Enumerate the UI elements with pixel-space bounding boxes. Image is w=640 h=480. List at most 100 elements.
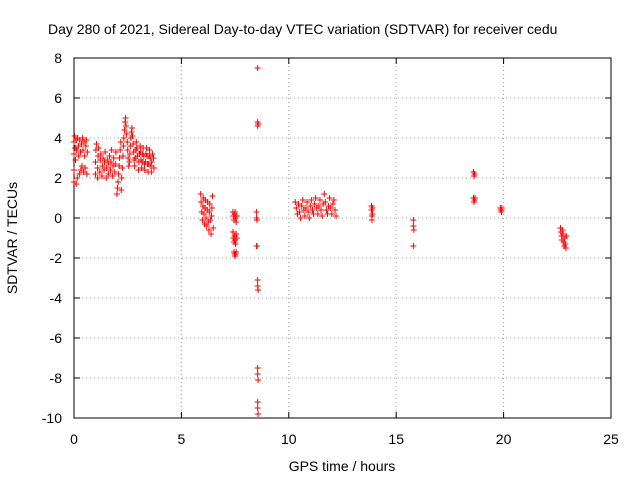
data-point: [328, 211, 335, 217]
y-tick-label: -2: [50, 250, 63, 266]
data-point: [92, 171, 99, 177]
data-point: [498, 205, 505, 211]
data-point: [121, 127, 128, 133]
data-point: [111, 169, 118, 175]
data-point: [301, 213, 308, 219]
y-tick-label: 8: [54, 50, 62, 66]
x-tick-label: 20: [496, 431, 512, 447]
data-point: [327, 205, 334, 211]
data-point: [209, 193, 216, 199]
x-tick-label: 25: [603, 431, 619, 447]
data-point: [206, 201, 213, 207]
data-point: [97, 151, 104, 157]
data-point: [254, 371, 261, 377]
data-point: [125, 163, 132, 169]
y-tick-label: 2: [54, 170, 62, 186]
data-point: [73, 181, 80, 187]
data-point: [112, 161, 119, 167]
data-point: [255, 287, 262, 293]
data-point: [206, 209, 213, 215]
data-point: [110, 155, 117, 161]
data-point: [255, 377, 262, 383]
data-point: [107, 167, 114, 173]
data-point: [81, 153, 88, 159]
data-point: [96, 169, 103, 175]
plot-frame: [73, 57, 612, 419]
data-point: [74, 175, 81, 181]
data-point: [105, 171, 112, 177]
data-point: [93, 141, 100, 147]
data-point: [117, 147, 124, 153]
grid: [74, 58, 611, 418]
data-point: [331, 207, 338, 213]
data-point: [200, 211, 207, 217]
data-point: [322, 199, 329, 205]
y-tick-label: 4: [54, 130, 62, 146]
x-axis-label: GPS time / hours: [289, 458, 396, 474]
data-point: [205, 227, 212, 233]
data-point: [308, 197, 315, 203]
data-point: [122, 123, 129, 129]
data-point: [254, 243, 261, 249]
data-point: [82, 143, 89, 149]
data-point: [104, 157, 111, 163]
data-point: [75, 153, 82, 159]
data-point: [305, 209, 312, 215]
data-point: [94, 165, 101, 171]
data-point: [83, 171, 90, 177]
data-point: [330, 197, 337, 203]
data-point: [129, 133, 136, 139]
data-point: [130, 141, 137, 147]
data-point: [118, 187, 125, 193]
data-point: [471, 171, 478, 177]
data-point: [229, 229, 236, 235]
y-tick-label: -4: [50, 290, 63, 306]
data-point: [133, 139, 140, 145]
data-point: [119, 165, 126, 171]
data-point: [95, 145, 102, 151]
data-point: [255, 411, 262, 417]
data-point: [233, 213, 240, 219]
data-point: [254, 365, 261, 371]
data-point: [72, 157, 79, 163]
data-point: [254, 217, 261, 223]
data-point: [103, 175, 110, 181]
y-axis-label: SDTVAR / TECUs: [4, 182, 20, 294]
y-tick-label: -6: [50, 330, 63, 346]
data-point: [254, 65, 261, 71]
data-point: [112, 149, 119, 155]
data-point: [126, 151, 133, 157]
data-point: [233, 249, 240, 255]
data-point: [135, 167, 142, 173]
data-point: [562, 241, 569, 247]
data-point: [207, 217, 214, 223]
data-point: [99, 163, 106, 169]
data-point: [76, 171, 83, 177]
data-point: [75, 143, 82, 149]
data-point: [319, 213, 326, 219]
data-point: [326, 195, 333, 201]
data-point: [122, 115, 129, 121]
data-point: [297, 215, 304, 221]
data-point: [124, 147, 131, 153]
data-point: [82, 165, 89, 171]
x-tick-label: 15: [388, 431, 404, 447]
data-point: [79, 135, 86, 141]
data-point: [116, 155, 123, 161]
data-point: [78, 163, 85, 169]
data-point: [323, 207, 330, 213]
axis-ticks: 0 5 10 15 20 25 -10 -8 -6 -4 -2 0 2 4 6 8: [42, 50, 619, 447]
data-point: [114, 185, 121, 191]
data-point: [99, 155, 106, 161]
data-point: [138, 165, 145, 171]
data-point: [113, 191, 120, 197]
data-point: [103, 165, 110, 171]
data-point: [115, 179, 122, 185]
data-point: [410, 243, 417, 249]
data-point: [120, 135, 127, 141]
data-point: [316, 197, 323, 203]
data-point: [123, 131, 130, 137]
data-point: [71, 167, 77, 173]
data-point: [208, 231, 215, 237]
